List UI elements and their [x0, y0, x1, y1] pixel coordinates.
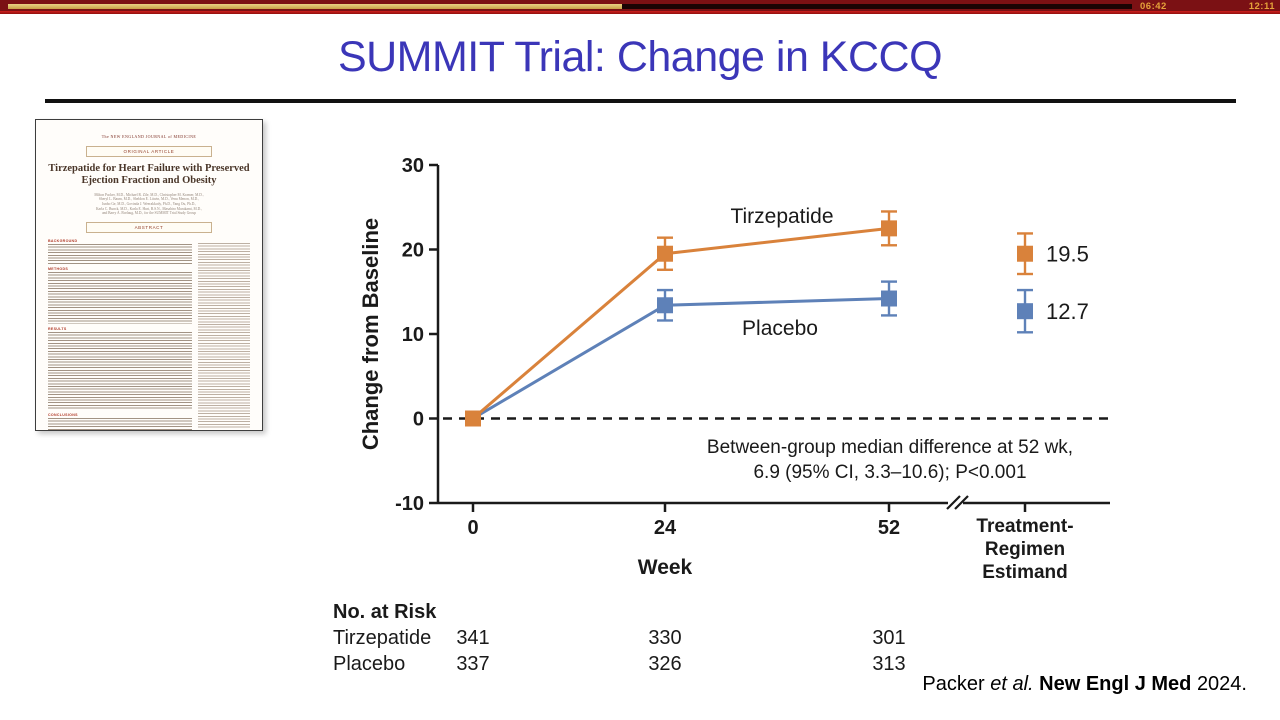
journal-masthead: The NEW ENGLAND JOURNAL of MEDICINE — [101, 134, 197, 139]
citation-journal: New Engl J Med — [1033, 673, 1197, 695]
y-axis-title: Change from Baseline — [358, 218, 383, 450]
annotation-line: Between-group median difference at 52 wk… — [707, 437, 1073, 458]
paper-side-column — [198, 239, 250, 430]
y-tick-label: 20 — [402, 240, 424, 262]
tirzepatide-estimand-value: 19.5 — [1046, 242, 1089, 267]
placebo-line — [472, 297, 890, 420]
estimand-axis-label: Treatment- — [976, 516, 1073, 537]
risk-value: 313 — [872, 653, 905, 675]
title-divider — [45, 99, 1236, 103]
progress-track[interactable] — [8, 4, 1132, 9]
y-tick-label: 10 — [402, 324, 424, 346]
y-tick-label: 30 — [402, 155, 424, 177]
total-duration: 12:11 — [1248, 1, 1275, 12]
body-text-block — [48, 331, 192, 410]
side-text-block — [198, 242, 250, 429]
video-progress-bar[interactable]: 06:42 12:11 — [0, 0, 1280, 14]
paper-authors: Milton Packer, M.D., Michael R. Zile, M.… — [48, 193, 250, 217]
tirzepatide-line — [472, 226, 890, 420]
risk-value: 330 — [648, 627, 681, 649]
author-line: Junbo Ge, M.D., Govinda J. Weerakkody, P… — [101, 201, 197, 206]
placebo-marker — [657, 297, 673, 314]
tirzepatide-marker — [1017, 245, 1033, 262]
elapsed-time: 06:42 — [1140, 1, 1167, 12]
y-tick-label: 0 — [413, 409, 424, 431]
section-label: RESULTS — [48, 326, 67, 331]
placebo-marker — [881, 290, 897, 307]
body-text-block — [48, 417, 192, 430]
paper-body: BACKGROUND METHODS RESULTS CONCLUSIONS — [48, 238, 250, 430]
article-type-box: ORIGINAL ARTICLE — [86, 146, 212, 157]
axis-break-slash — [954, 495, 969, 510]
nejm-paper-thumbnail: The NEW ENGLAND JOURNAL of MEDICINE ORIG… — [35, 119, 263, 431]
risk-value: 341 — [456, 627, 489, 649]
author-line: Karla C. Bunck, M.D., Karla E. Hurt, B.S… — [95, 206, 203, 211]
placebo-estimand-value: 12.7 — [1046, 299, 1089, 324]
paper-main-column: BACKGROUND METHODS RESULTS CONCLUSIONS — [48, 238, 192, 430]
abstract-label-box: ABSTRACT — [86, 221, 212, 233]
estimand-axis-label: Estimand — [982, 562, 1068, 583]
risk-row-label: Tirzepatide — [333, 627, 431, 649]
section-label: BACKGROUND — [48, 238, 78, 243]
risk-table-header: No. at Risk — [333, 601, 437, 623]
x-tick-label: 0 — [467, 517, 478, 539]
series-label-placebo: Placebo — [742, 317, 818, 340]
section-label: METHODS — [48, 266, 69, 271]
risk-row-label: Placebo — [333, 653, 405, 675]
section-label: CONCLUSIONS — [48, 412, 78, 417]
page-title: SUMMIT Trial: Change in KCCQ — [337, 33, 943, 81]
risk-value: 337 — [456, 653, 489, 675]
author-line: Milton Packer, M.D., Michael R. Zile, M.… — [94, 192, 204, 197]
citation: Packer et al. New Engl J Med 2024. — [922, 673, 1247, 696]
x-tick-label: 52 — [878, 517, 900, 539]
citation-author: Packer — [922, 673, 991, 695]
tirzepatide-marker — [881, 220, 897, 237]
author-line: and Barry A. Borlaug, M.D., for the SUMM… — [102, 211, 196, 216]
tirzepatide-marker — [465, 410, 481, 427]
series-label-tirzepatide: Tirzepatide — [730, 205, 833, 228]
author-line: Sheryl L. Baum, M.D., Sheldon E. Litwin,… — [98, 197, 200, 202]
risk-value: 326 — [648, 653, 681, 675]
x-axis-title: Week — [638, 556, 693, 579]
body-text-block — [48, 243, 192, 264]
progress-fill — [8, 4, 622, 9]
tirzepatide-marker — [657, 245, 673, 262]
risk-value: 301 — [872, 627, 905, 649]
y-tick-label: -10 — [395, 493, 424, 515]
kccq-change-chart: 30 20 10 0 -10 Change from Baseline 0 24 52 Week T… — [333, 155, 1110, 675]
paper-title: Tirzepatide for Heart Failure with Prese… — [48, 163, 250, 187]
placebo-marker — [1017, 303, 1033, 320]
citation-year: 2024. — [1196, 673, 1247, 695]
citation-etal: et al. — [990, 673, 1034, 695]
bar-bottom-stripe — [0, 11, 1280, 14]
annotation-line: 6.9 (95% CI, 3.3–10.6); P<0.001 — [753, 462, 1026, 483]
x-tick-label: 24 — [654, 517, 677, 539]
body-text-block — [48, 271, 192, 324]
axis-break-slash — [946, 495, 961, 510]
estimand-axis-label: Regimen — [985, 539, 1065, 560]
axis-break-gap — [948, 498, 963, 508]
